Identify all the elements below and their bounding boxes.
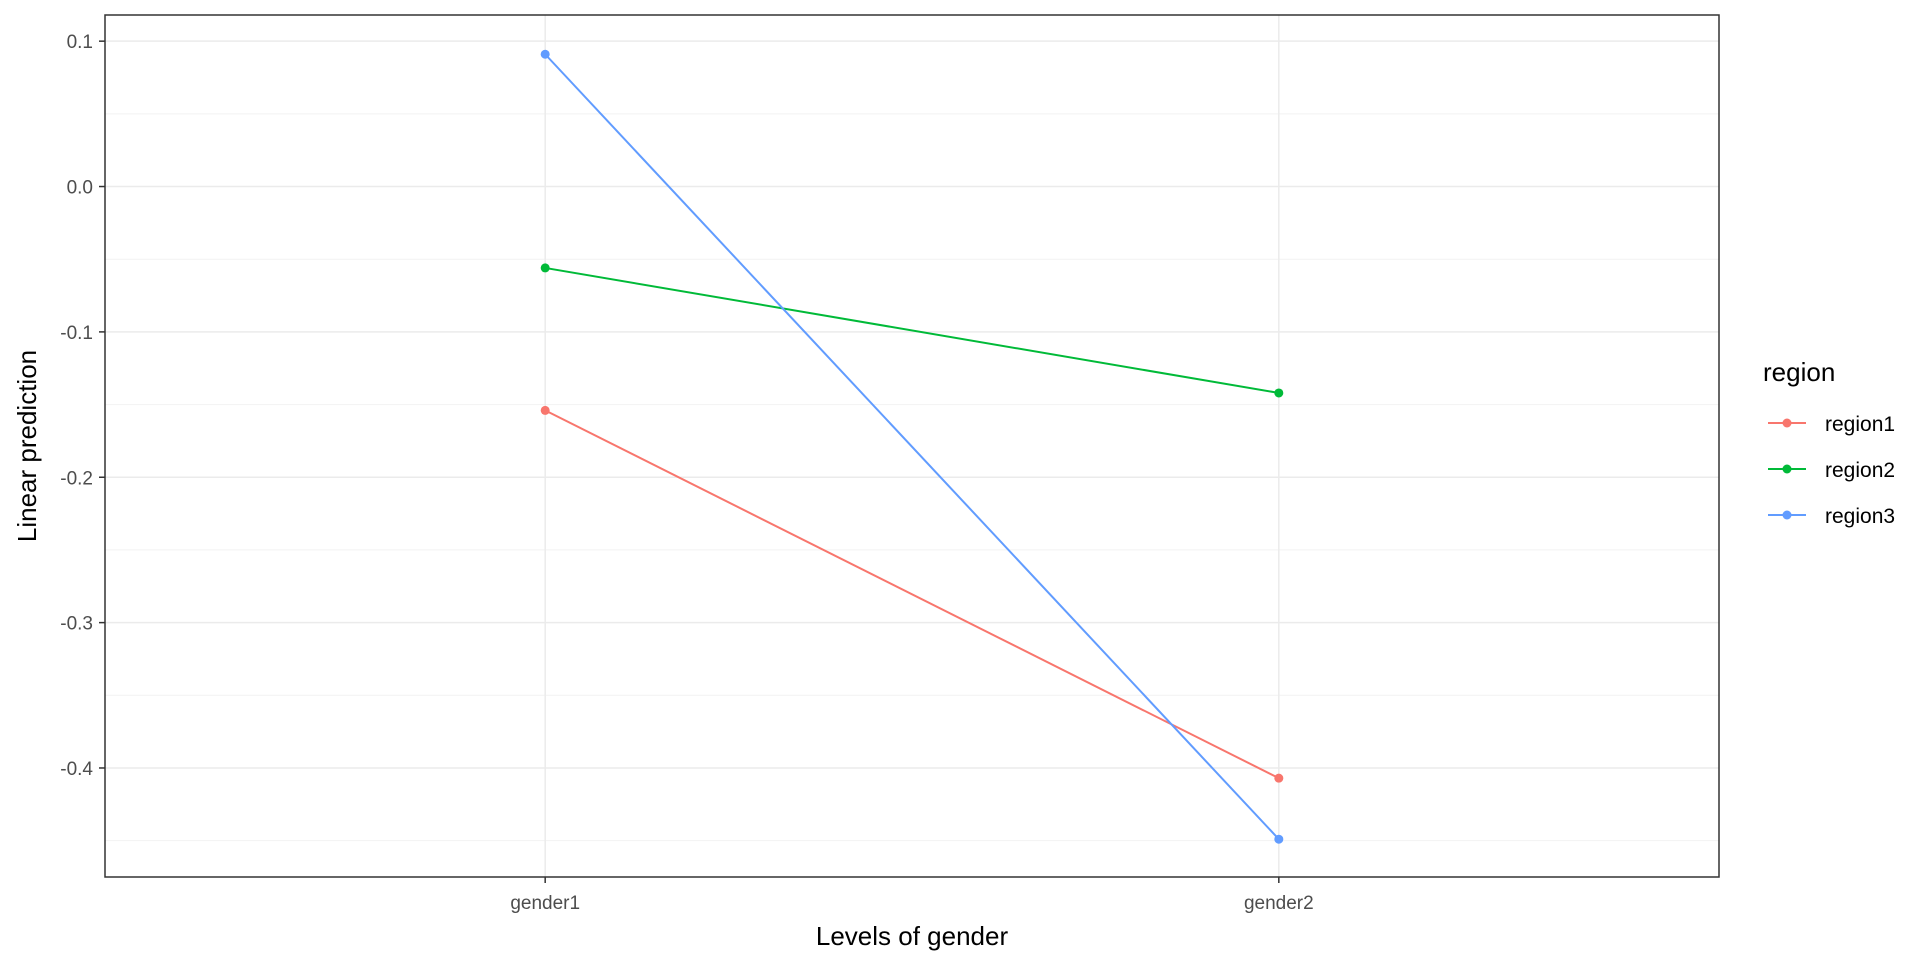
y-tick-label: -0.2 [60,468,93,489]
legend-item-region2: region2 [1768,459,1895,482]
legend-item-region3: region3 [1768,505,1895,528]
legend-label: region2 [1825,459,1895,482]
y-tick-label: -0.4 [60,759,93,780]
y-tick-label: -0.1 [60,323,93,344]
y-axis-title: Linear prediction [12,350,42,542]
x-axis-ticks: gender1 gender2 [510,877,1314,914]
legend-key-point [1782,418,1792,428]
series-line-region2 [545,266,1279,394]
series-layer [540,49,1284,844]
grid-lines [105,15,1719,877]
legend-key-point [1782,510,1792,520]
series-line-region3 [544,53,1280,840]
legend-key-point [1782,464,1792,474]
plot-panel-border [104,14,1720,878]
y-axis-ticks: 0.1 0.0 -0.1 -0.2 -0.3 -0.4 [60,32,105,780]
series-region1 [540,405,1284,783]
y-tick-label: 0.1 [67,32,93,53]
legend-label: region1 [1825,413,1895,436]
legend-title: region [1763,357,1835,387]
y-tick-label: 0.0 [67,178,93,199]
legend: region region1 region2 region3 [1763,357,1895,528]
data-point-region1 [540,405,550,415]
data-point-region3 [1274,834,1284,844]
y-tick-label: -0.3 [60,614,93,635]
data-point-region1 [1274,773,1284,783]
x-tick-label: gender1 [510,893,580,914]
series-line-region1 [544,409,1280,780]
x-tick-label: gender2 [1244,893,1314,914]
x-axis-title: Levels of gender [816,921,1009,951]
legend-item-region1: region1 [1768,413,1895,436]
series-region3 [540,49,1284,844]
data-point-region3 [540,49,550,59]
legend-label: region3 [1825,505,1895,528]
data-point-region2 [540,263,550,273]
series-region2 [540,263,1284,398]
data-point-region2 [1274,388,1284,398]
